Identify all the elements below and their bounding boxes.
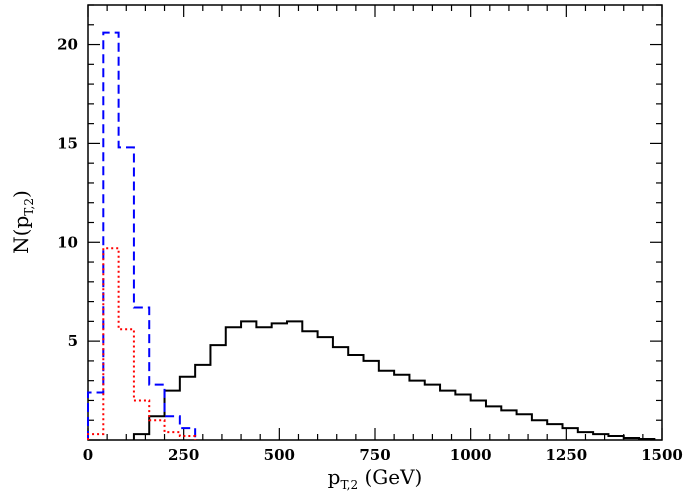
y-axis-label: N(pT,2) <box>9 190 36 254</box>
x-tick-label: 250 <box>168 446 199 464</box>
y-tick-label: 5 <box>68 332 78 350</box>
y-tick-label: 20 <box>57 36 78 54</box>
y-tick-label: 15 <box>57 134 78 152</box>
x-tick-label: 1250 <box>545 446 587 464</box>
axis-ticks <box>87 4 663 441</box>
x-tick-label: 1000 <box>450 446 492 464</box>
x-axis-label-main: p <box>328 465 341 489</box>
plot-frame <box>87 4 663 441</box>
x-tick-label: 750 <box>359 446 390 464</box>
series-layer <box>87 31 656 441</box>
x-tick-label: 1500 <box>641 446 683 464</box>
x-tick-label: 0 <box>83 446 93 464</box>
series-dotted-histogram <box>87 247 197 440</box>
y-axis-label-sub: T,2 <box>22 198 36 216</box>
y-tick-labels: 5 10 15 20 <box>57 36 78 351</box>
x-tick-label: 500 <box>264 446 295 464</box>
x-axis-label-sub: T,2 <box>340 478 358 492</box>
x-tick-labels: 0 250 500 750 1000 1250 1500 <box>83 446 683 464</box>
x-axis-label-unit: (GeV) <box>358 465 422 489</box>
series-solid-histogram <box>132 320 656 441</box>
y-tick-label: 10 <box>57 233 78 251</box>
x-axis-label: pT,2 (GeV) <box>328 465 423 492</box>
y-axis-label-main: N(p <box>9 216 33 254</box>
series-dashed-histogram <box>87 31 197 440</box>
y-axis-label-close: ) <box>9 190 33 198</box>
